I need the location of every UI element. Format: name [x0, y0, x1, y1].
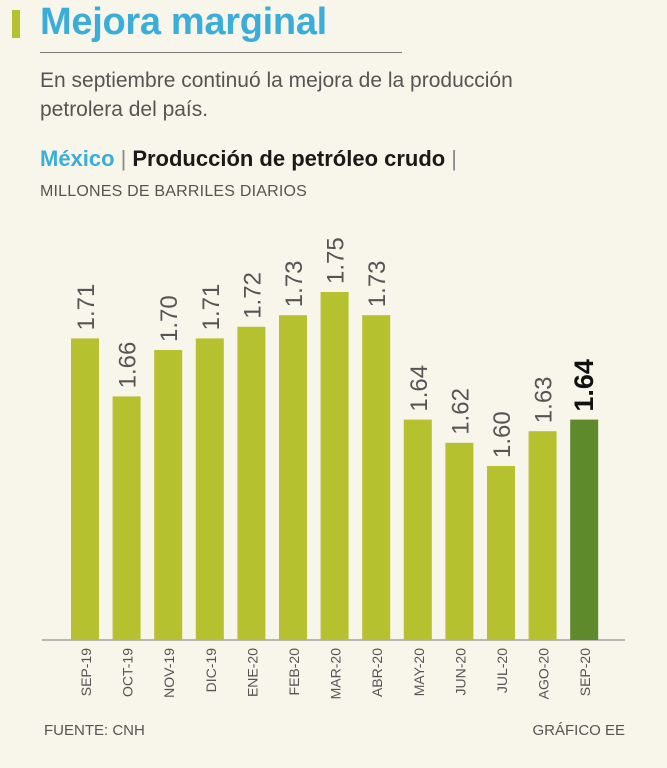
bar-jun-20 — [445, 442, 474, 640]
heading-separator-end: | — [451, 146, 457, 171]
value-label: 1.60 — [489, 411, 516, 458]
value-label: 1.66 — [115, 342, 142, 389]
bar-feb-20 — [279, 315, 307, 640]
bar-jul-20 — [487, 466, 515, 640]
x-tick-label: ABR-20 — [369, 648, 385, 697]
value-label: 1.75 — [323, 237, 350, 284]
value-label: 1.72 — [239, 272, 266, 319]
bar-abr-20 — [362, 315, 391, 640]
bar-sep-20 — [570, 419, 599, 640]
page-title: Mejora marginal — [40, 1, 327, 43]
chart-heading: México | Producción de petróleo crudo | — [40, 146, 463, 172]
heading-separator: | — [120, 146, 127, 171]
x-tick-label: SEP-19 — [78, 648, 94, 696]
value-label: 1.73 — [281, 260, 308, 307]
bar-nov-19 — [154, 350, 183, 640]
chart-units: MILLONES DE BARRILES DIARIOS — [40, 183, 308, 200]
bar-mar-20 — [320, 292, 349, 640]
value-label: 1.73 — [364, 260, 391, 307]
chart-country: México — [40, 146, 115, 171]
x-tick-label: ENE-20 — [244, 648, 260, 697]
x-tick-label: MAY-20 — [411, 648, 427, 696]
bar-sep-19 — [71, 338, 99, 640]
title-accent-bar — [12, 10, 20, 38]
value-label: 1.64 — [569, 359, 599, 412]
value-label: 1.71 — [73, 284, 100, 331]
x-tick-label: SEP-20 — [577, 648, 593, 696]
bar-may-20 — [403, 419, 432, 640]
x-tick-label: AGO-20 — [536, 648, 552, 700]
bar-ago-20 — [528, 431, 557, 640]
bar-ene-20 — [237, 326, 266, 640]
chart-metric: Producción de petróleo crudo — [132, 146, 446, 171]
x-tick-label: JUL-20 — [494, 648, 510, 693]
source-note: FUENTE: CNH — [44, 722, 145, 739]
x-tick-label: FEB-20 — [286, 648, 302, 696]
graphic-credit: GRÁFICO EE — [532, 722, 625, 739]
subtitle: En septiembre continuó la mejora de la p… — [40, 69, 513, 121]
x-tick-label: JUN-20 — [452, 648, 468, 696]
title-divider — [40, 52, 402, 53]
x-tick-label: OCT-19 — [120, 648, 136, 697]
value-label: 1.70 — [156, 295, 183, 342]
value-label: 1.64 — [406, 365, 433, 412]
x-tick-label: DIC-19 — [203, 648, 219, 693]
x-tick-label: NOV-19 — [161, 648, 177, 698]
x-tick-label: MAR-20 — [328, 648, 344, 700]
bar-oct-19 — [112, 396, 141, 640]
bar-dic-19 — [195, 338, 224, 640]
value-label: 1.63 — [531, 376, 558, 423]
value-label: 1.62 — [447, 388, 474, 435]
value-label: 1.71 — [198, 284, 225, 331]
